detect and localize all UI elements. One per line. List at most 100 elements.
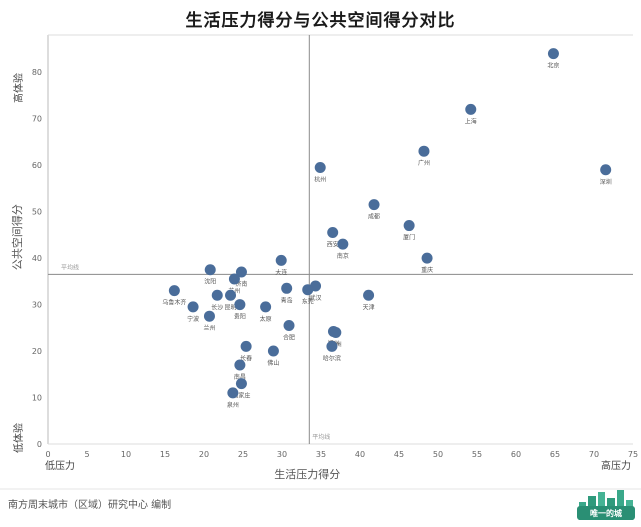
data-point [204, 264, 216, 276]
point-label: 广州 [418, 159, 430, 167]
point-label: 长沙 [211, 303, 223, 311]
data-point [547, 48, 559, 60]
data-point [168, 285, 180, 297]
point-label: 济南 [235, 280, 247, 288]
x-tick-label: 45 [394, 450, 404, 459]
point-label: 东莞 [302, 298, 314, 306]
data-point [203, 310, 215, 322]
x-low-label: 低压力 [45, 459, 75, 472]
x-tick-label: 35 [316, 450, 326, 459]
data-point [418, 145, 430, 157]
point-label: 杭州 [314, 175, 326, 183]
point-label: 北京 [547, 62, 559, 70]
data-point [330, 326, 342, 338]
data-point [234, 299, 246, 311]
data-point [465, 103, 477, 115]
x-tick-label: 10 [121, 450, 131, 459]
point-label: 贵阳 [234, 313, 246, 321]
point-label: 哈尔滨 [323, 354, 341, 362]
y-tick-label: 50 [32, 208, 42, 217]
point-label: 重庆 [421, 266, 433, 274]
x-tick-label: 0 [45, 450, 50, 459]
point-label: 沈阳 [204, 278, 216, 286]
y-tick-label: 40 [32, 254, 42, 263]
credit-text: 南方周末城市（区域）研究中心 编制 [8, 500, 172, 511]
y-tick-label: 80 [32, 68, 42, 77]
point-label: 泉州 [227, 401, 239, 409]
data-point [368, 199, 380, 211]
data-point [211, 289, 223, 301]
point-label: 乌鲁木齐 [162, 299, 186, 307]
data-point [283, 319, 295, 331]
y-tick-label: 30 [32, 301, 42, 310]
data-point [235, 266, 247, 278]
x-high-label: 高压力 [601, 459, 631, 472]
data-point [227, 387, 239, 399]
x-tick-label: 50 [433, 450, 443, 459]
point-label: 宁波 [187, 315, 199, 323]
y-average-label: 平均线 [61, 263, 79, 271]
point-label: 武汉 [310, 294, 322, 302]
point-label: 长春 [240, 354, 252, 362]
point-label: 大连 [275, 268, 287, 276]
data-point [326, 340, 338, 352]
point-label: 青岛 [281, 296, 293, 304]
data-point [281, 282, 293, 294]
point-label: 石家庄 [232, 392, 250, 400]
y-tick-label: 0 [37, 440, 42, 449]
x-tick-label: 15 [160, 450, 170, 459]
x-tick-label: 30 [277, 450, 287, 459]
point-label: 佛山 [267, 359, 279, 367]
data-point [235, 378, 247, 390]
x-tick-label: 70 [589, 450, 599, 459]
point-label: 苏州 [228, 287, 240, 295]
point-label: 昆明 [225, 304, 237, 311]
y-low-label: 低体验 [12, 423, 25, 453]
x-tick-label: 40 [355, 450, 365, 459]
point-label: 上海 [465, 117, 477, 125]
y-tick-label: 70 [32, 115, 42, 124]
x-tick-label: 75 [628, 450, 638, 459]
data-point [234, 359, 246, 371]
point-label: 深圳 [600, 178, 612, 186]
data-point [187, 301, 199, 313]
x-tick-label: 20 [199, 450, 209, 459]
y-high-label: 高体验 [12, 73, 25, 103]
data-point [240, 340, 252, 352]
data-point [260, 301, 272, 313]
x-tick-label: 55 [472, 450, 482, 459]
point-label: 合肥 [283, 333, 295, 341]
x-tick-label: 65 [550, 450, 560, 459]
data-point [302, 284, 314, 296]
data-point [228, 273, 240, 285]
data-point [275, 254, 287, 266]
data-point [421, 252, 433, 264]
point-label: 天津 [363, 304, 375, 311]
x-average-label: 平均线 [312, 433, 330, 441]
data-point [267, 345, 279, 357]
point-label: 兰州 [203, 324, 215, 332]
data-point [403, 220, 415, 232]
data-point [314, 161, 326, 173]
point-label: 太原 [260, 315, 272, 323]
x-tick-label: 60 [511, 450, 521, 459]
data-point [600, 164, 612, 176]
point-label: 厦门 [403, 234, 415, 242]
x-axis-title: 生活压力得分 [274, 467, 340, 481]
point-label: 南昌 [234, 373, 246, 381]
data-point [225, 289, 237, 301]
x-tick-label: 5 [84, 450, 89, 459]
y-tick-label: 20 [32, 347, 42, 356]
point-label: 成都 [368, 213, 380, 221]
y-tick-label: 60 [32, 161, 42, 170]
x-tick-label: 25 [238, 450, 248, 459]
point-label: 南京 [337, 252, 349, 260]
chart-title: 生活压力得分与公共空间得分对比 [185, 11, 456, 31]
logo-icon [577, 490, 635, 520]
point-label: 西安 [327, 241, 339, 249]
y-tick-label: 10 [32, 394, 42, 403]
data-point [363, 289, 375, 301]
data-point [337, 238, 349, 250]
logo-text: 唯一的城 [590, 509, 622, 518]
